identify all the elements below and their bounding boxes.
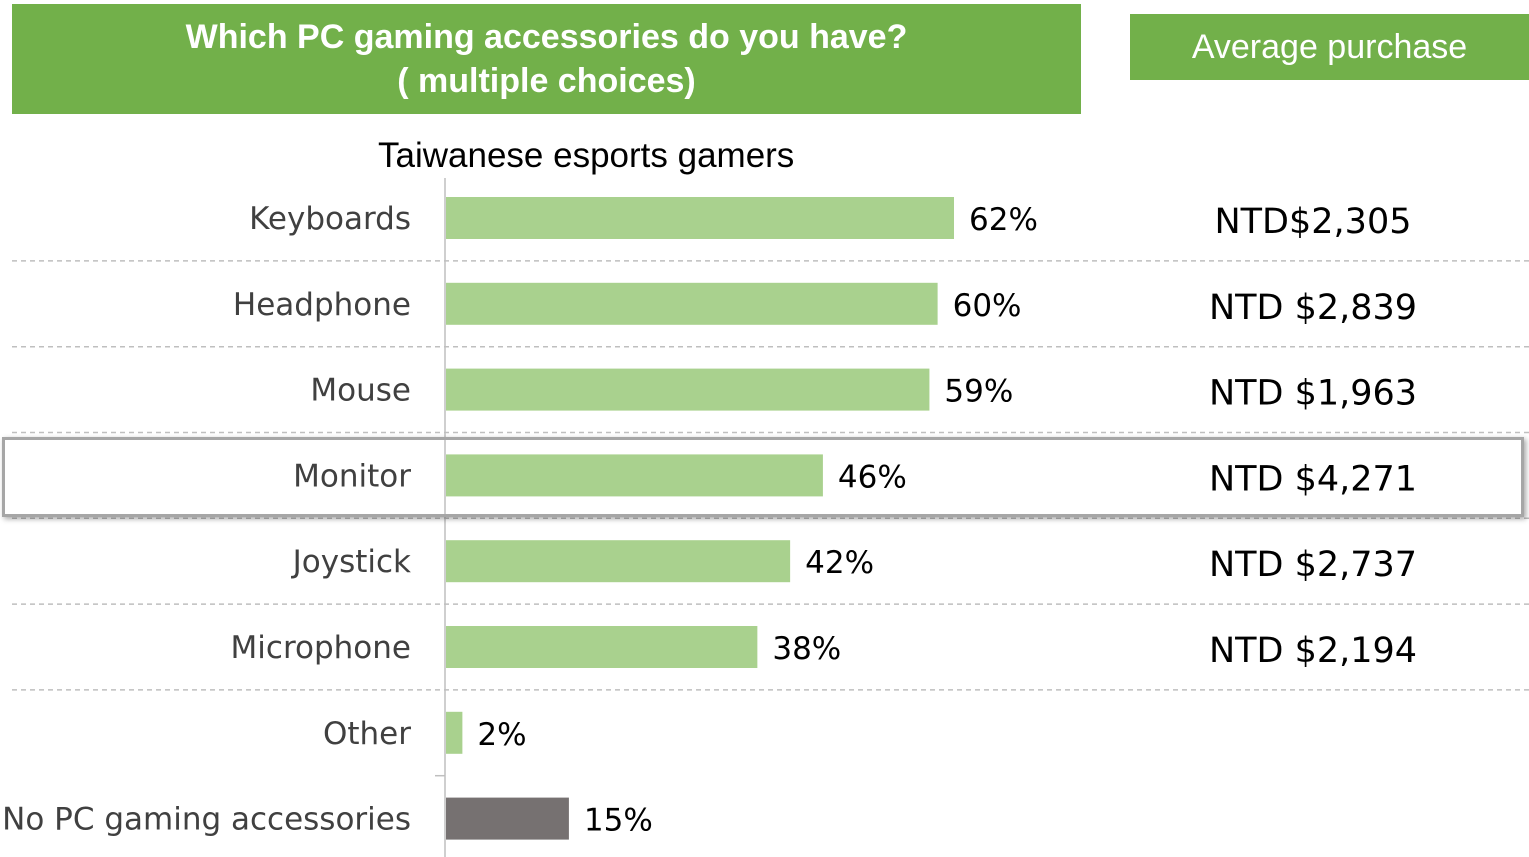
average-purchase-value: NTD$2,305 (1215, 202, 1412, 242)
category-label: Other (323, 716, 411, 752)
average-purchase-header: Average purchase (1130, 14, 1529, 80)
data-label: 38% (772, 631, 841, 667)
average-purchase-value: NTD $2,737 (1209, 545, 1417, 585)
chart-subtitle: Taiwanese esports gamers (378, 136, 795, 175)
category-label: No PC gaming accessories (2, 802, 411, 838)
average-purchase-value: NTD $2,194 (1209, 631, 1417, 671)
data-label: 60% (953, 288, 1022, 324)
bar (446, 197, 954, 239)
bar (446, 368, 930, 411)
bar (446, 540, 791, 583)
question-title-line1: Which PC gaming accessories do you have? (185, 18, 908, 56)
average-purchase-value: NTD $1,963 (1209, 374, 1417, 414)
bar (446, 626, 758, 668)
question-title-line2: ( multiple choices) (397, 62, 696, 100)
bar (446, 797, 569, 840)
bar (446, 454, 823, 497)
data-label: 42% (805, 545, 874, 581)
category-label: Keyboards (249, 201, 411, 237)
average-purchase-value: NTD $4,271 (1209, 459, 1417, 499)
data-label: 2% (477, 717, 526, 753)
question-header: Which PC gaming accessories do you have?… (12, 4, 1081, 114)
monitor-highlight-box (2, 437, 1524, 517)
data-label: 15% (584, 803, 653, 839)
data-label: 46% (838, 459, 907, 495)
average-purchase-label: Average purchase (1191, 27, 1468, 66)
category-label: Microphone (231, 630, 411, 666)
data-label: 59% (944, 374, 1013, 410)
category-label: Headphone (233, 287, 411, 323)
bar (446, 711, 463, 754)
bar (446, 282, 938, 325)
data-label: 62% (969, 202, 1038, 238)
category-label: Monitor (293, 458, 411, 494)
category-label: Mouse (310, 373, 411, 409)
category-label: Joystick (291, 544, 411, 580)
average-purchase-value: NTD $2,839 (1209, 288, 1417, 328)
